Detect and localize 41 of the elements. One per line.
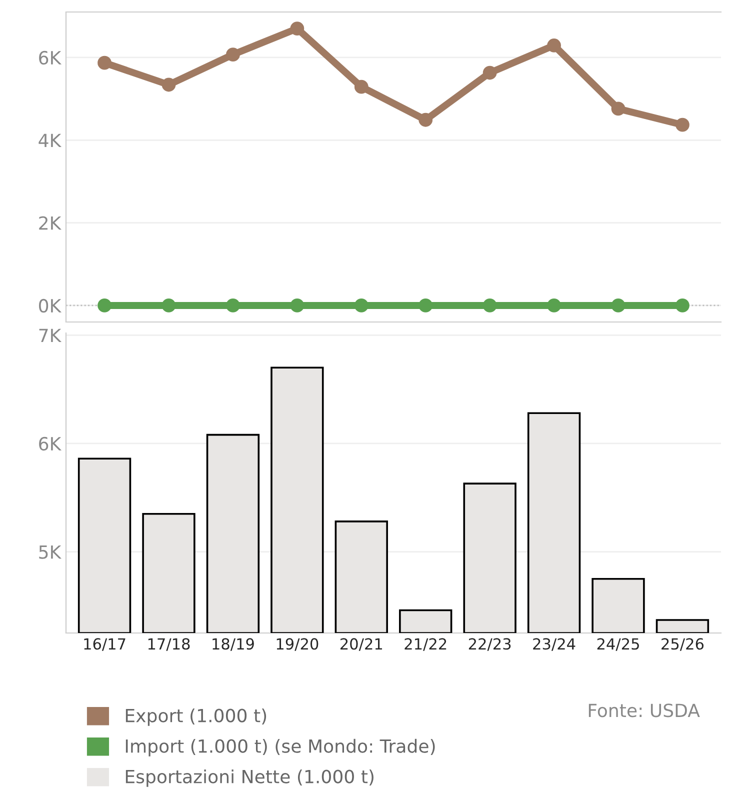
point [611, 102, 626, 116]
point [547, 298, 561, 312]
x-tick-label: 17/18 [148, 638, 190, 651]
source-note: Fonte: USDA [588, 704, 700, 718]
point [547, 38, 561, 52]
y-tick-label: 2K [39, 216, 62, 230]
point [418, 298, 433, 312]
y-tick-label: 0K [39, 298, 62, 313]
point [354, 80, 368, 94]
y-tick-label: 5K [39, 545, 62, 559]
point [226, 298, 240, 312]
point [482, 66, 497, 80]
y-tick-label: 6K [39, 50, 62, 65]
legend-label: Export (1.000 t) [126, 708, 266, 726]
x-tick-label: 18/19 [212, 638, 254, 651]
x-tick-label: 21/22 [404, 638, 446, 651]
point [354, 298, 368, 312]
point [676, 118, 690, 132]
x-tick-label: 20/21 [340, 638, 382, 651]
x-tick-label: 25/26 [662, 638, 704, 651]
legend-label: Esportazioni Nette (1.000 t) [126, 769, 374, 787]
point [98, 298, 112, 312]
point [290, 298, 304, 312]
point [676, 298, 690, 312]
legend-label: Import (1.000 t) (se Mondo: Trade) [126, 738, 435, 756]
y-tick-label: 4K [38, 134, 62, 147]
point [611, 298, 626, 312]
y-tick-label: 6K [39, 436, 62, 451]
point [482, 298, 497, 312]
x-tick-label: 22/23 [468, 638, 511, 651]
point [98, 56, 112, 70]
point [290, 22, 304, 36]
x-tick-label: 19/20 [276, 638, 318, 651]
point [226, 48, 240, 62]
point [162, 78, 176, 92]
point [418, 112, 433, 127]
x-tick-label: 23/24 [533, 638, 576, 651]
x-tick-label: 24/25 [597, 638, 639, 651]
point [162, 298, 176, 312]
x-tick-label: 16/17 [84, 638, 126, 651]
y-tick-label: 7K [39, 328, 62, 342]
